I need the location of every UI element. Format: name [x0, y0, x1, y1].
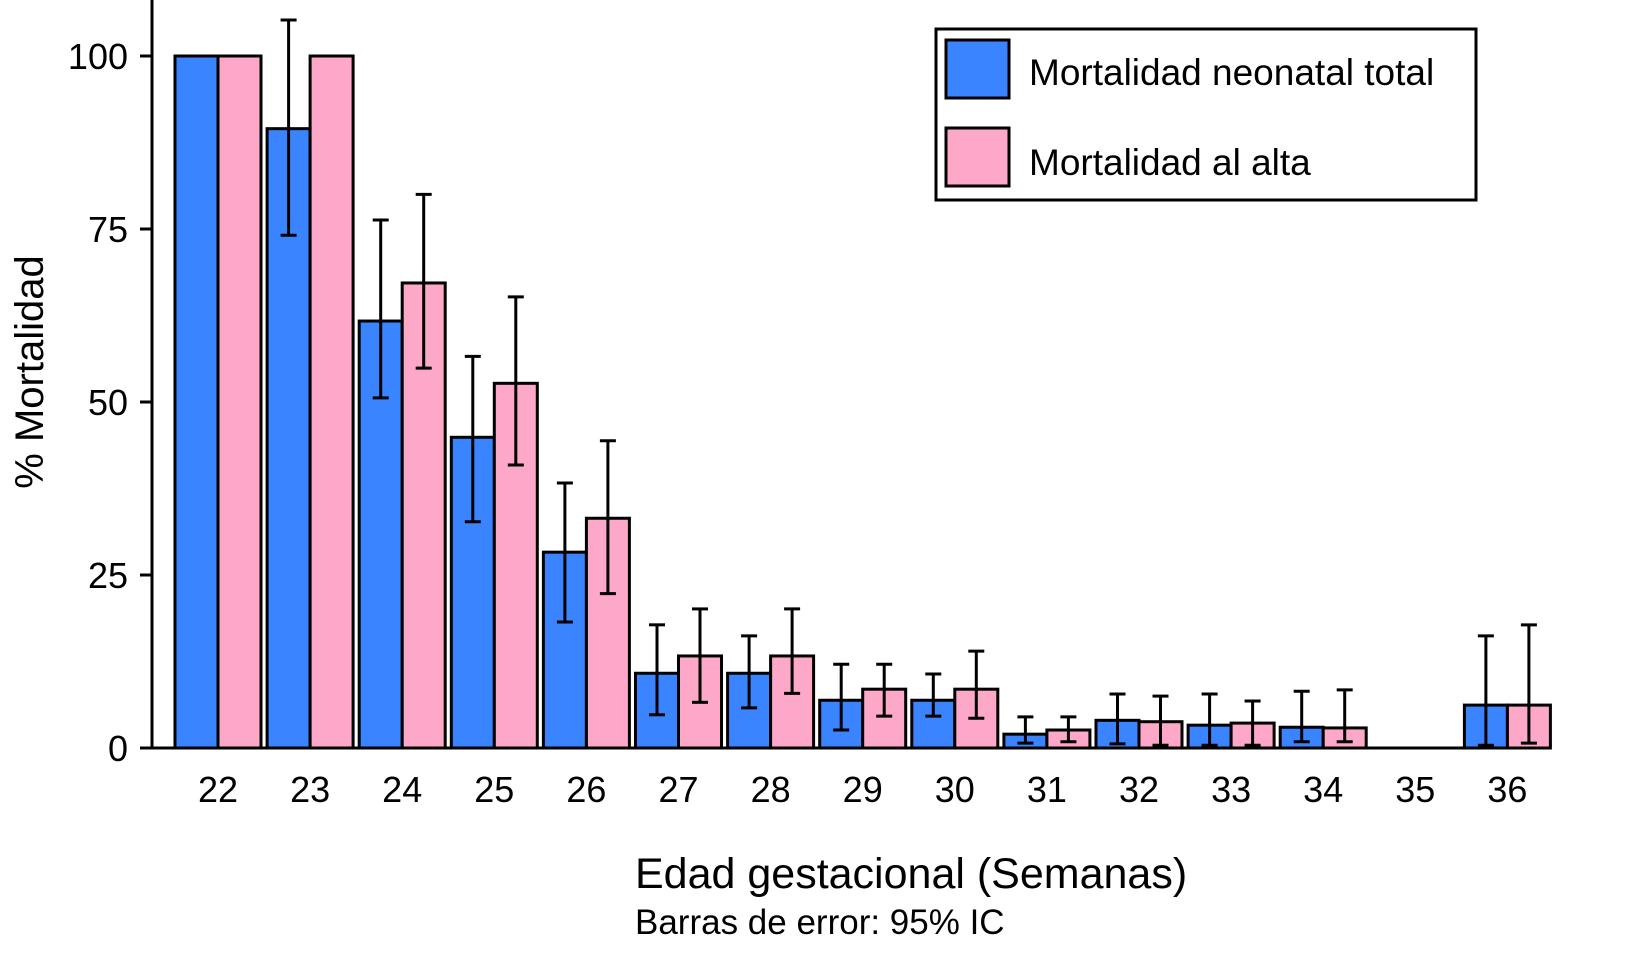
error-bar-neonatal-30 — [925, 672, 942, 718]
error-bar-alta-25 — [507, 295, 524, 467]
legend-label-neonatal: Mortalidad neonatal total — [1029, 52, 1434, 93]
x-tick-label: 24 — [382, 769, 422, 810]
y-ticks: 0 25 50 75 100 — [68, 36, 152, 769]
legend-box — [934, 27, 1478, 202]
error-bar-neonatal-23 — [280, 18, 297, 237]
error-bar-neonatal-34 — [1293, 689, 1310, 744]
error-bar-neonatal-25 — [464, 354, 481, 524]
x-ticks: 22 23 24 25 26 27 28 29 30 31 32 33 34 35 36 — [198, 769, 1527, 810]
error-bar-alta-32 — [1152, 694, 1169, 747]
x-tick-label: 35 — [1395, 769, 1435, 810]
legend-swatch-neonatal — [944, 38, 1011, 100]
error-bar-alta-27 — [692, 607, 708, 704]
error-bar-neonatal-29 — [833, 662, 850, 732]
bar-neonatal-22 — [173, 54, 220, 750]
error-bar-neonatal-36 — [1477, 634, 1494, 747]
error-bar-alta-26 — [599, 439, 616, 596]
y-tick-label: 75 — [88, 209, 128, 250]
error-bar-neonatal-28 — [741, 634, 758, 710]
error-bar-neonatal-31 — [1017, 715, 1034, 745]
error-bars-layer — [280, 18, 1537, 747]
y-tick-label: 0 — [108, 728, 128, 769]
error-bar-alta-34 — [1336, 688, 1353, 744]
error-bar-neonatal-33 — [1201, 692, 1218, 747]
error-bar-alta-24 — [415, 192, 432, 370]
error-bar-alta-28 — [784, 607, 801, 695]
x-tick-label: 26 — [566, 769, 606, 810]
x-tick-label: 31 — [1027, 769, 1067, 810]
bar-alta-22 — [216, 54, 263, 750]
x-tick-label: 28 — [751, 769, 791, 810]
x-tick-label: 33 — [1211, 769, 1251, 810]
chart-subtitle: Barras de error: 95% IC — [635, 903, 1005, 942]
y-tick-label: 25 — [88, 555, 128, 596]
y-axis-label: % Mortalidad — [8, 255, 52, 488]
error-bar-neonatal-27 — [649, 623, 665, 717]
legend-swatch-alta — [944, 126, 1011, 188]
y-tick-label: 50 — [88, 382, 128, 423]
error-bar-alta-33 — [1244, 699, 1261, 747]
error-bar-neonatal-26 — [556, 481, 573, 624]
x-tick-label: 25 — [474, 769, 514, 810]
legend: Mortalidad neonatal total Mortalidad al … — [934, 27, 1478, 202]
error-bar-alta-36 — [1520, 623, 1537, 745]
x-tick-label: 29 — [843, 769, 883, 810]
error-bar-alta-29 — [876, 662, 893, 718]
x-axis-label: Edad gestacional (Semanas) — [635, 850, 1187, 898]
error-bar-alta-30 — [968, 649, 985, 720]
x-tick-label: 30 — [935, 769, 975, 810]
error-bar-neonatal-24 — [372, 218, 389, 400]
error-bar-neonatal-32 — [1109, 692, 1126, 746]
x-tick-label: 34 — [1303, 769, 1343, 810]
x-tick-label: 27 — [658, 769, 698, 810]
x-tick-label: 36 — [1487, 769, 1527, 810]
x-tick-label: 22 — [198, 769, 238, 810]
legend-label-alta: Mortalidad al alta — [1029, 142, 1311, 183]
bar-alta-23 — [308, 54, 355, 750]
error-bar-alta-31 — [1060, 715, 1077, 744]
x-tick-label: 23 — [290, 769, 330, 810]
x-tick-label: 32 — [1119, 769, 1159, 810]
y-tick-label: 100 — [68, 36, 128, 77]
